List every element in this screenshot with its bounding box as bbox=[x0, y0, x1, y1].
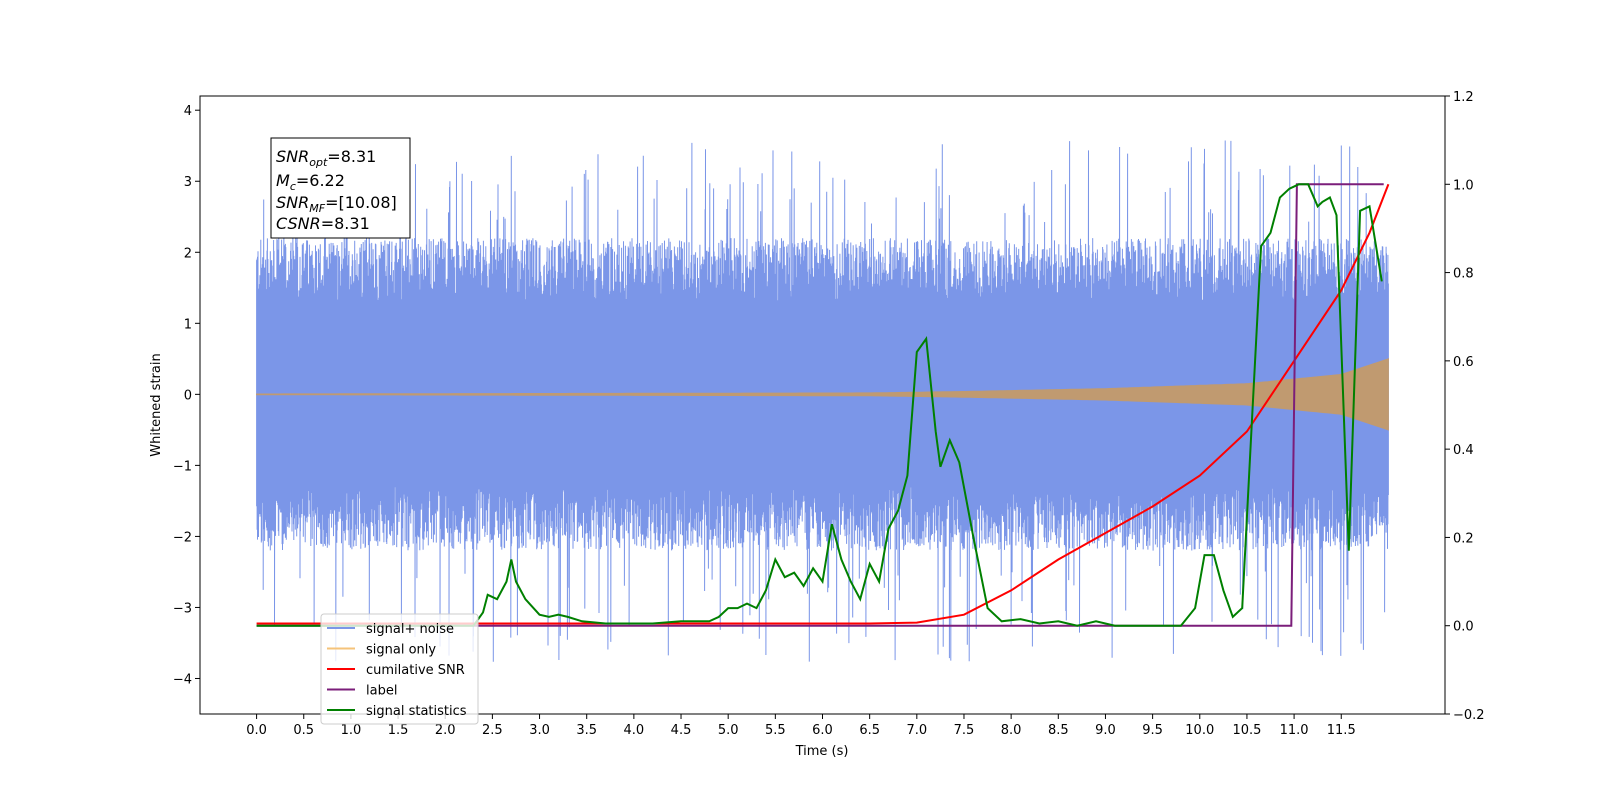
stats-box: SNRopt=8.31 Mc=6.22 SNRMF=[10.08] CSNR=8… bbox=[270, 137, 411, 239]
x-tick-label: 4.0 bbox=[624, 723, 645, 738]
stats-chirp-mass: Mc=6.22 bbox=[276, 171, 345, 193]
y-axis-left: −4 −3 −2 −1 0 1 2 3 4 bbox=[173, 104, 200, 687]
y2-tick-label: −0.2 bbox=[1453, 708, 1485, 723]
x-tick-label: 7.5 bbox=[954, 723, 975, 738]
stats-snr-opt: SNRopt=8.31 bbox=[276, 147, 376, 169]
y-tick-label: 1 bbox=[184, 317, 192, 332]
x-tick-label: 8.5 bbox=[1048, 723, 1069, 738]
series-signal-noise bbox=[256, 140, 1389, 662]
legend-label: label bbox=[366, 684, 397, 699]
x-axis: 0.0 0.5 1.0 1.5 2.0 2.5 3.0 3.5 4.0 4.5 5.0 5.5 6.0 6… bbox=[246, 714, 1356, 738]
x-tick-label: 3.0 bbox=[529, 723, 550, 738]
y-tick-label: 2 bbox=[184, 246, 192, 261]
legend-label: signal only bbox=[366, 643, 436, 658]
y2-tick-label: 0.6 bbox=[1453, 355, 1474, 370]
x-tick-label: 7.0 bbox=[906, 723, 927, 738]
x-tick-label: 2.0 bbox=[435, 723, 456, 738]
series-signal-only bbox=[256, 358, 1389, 431]
x-tick-label: 4.5 bbox=[671, 723, 692, 738]
x-tick-label: 3.5 bbox=[576, 723, 597, 738]
y2-tick-label: 0.0 bbox=[1453, 620, 1474, 635]
x-axis-label: Time (s) bbox=[795, 744, 849, 759]
series-cumilative-snr bbox=[256, 183, 1390, 625]
y-axis-label: Whitened strain bbox=[149, 353, 164, 456]
x-tick-label: 11.5 bbox=[1327, 723, 1356, 738]
y-tick-label: −1 bbox=[173, 459, 192, 474]
legend-label: signal+ noise bbox=[366, 622, 454, 637]
y-axis-right: −0.2 0.0 0.2 0.4 0.6 0.8 1.0 1.2 bbox=[1445, 90, 1485, 723]
x-tick-label: 1.0 bbox=[341, 723, 362, 738]
x-tick-label: 0.0 bbox=[246, 723, 267, 738]
x-tick-label: 10.5 bbox=[1232, 723, 1261, 738]
x-tick-label: 8.0 bbox=[1001, 723, 1022, 738]
x-tick-label: 9.0 bbox=[1095, 723, 1116, 738]
stats-snr-mf: SNRMF=[10.08] bbox=[276, 193, 397, 215]
y-tick-label: 3 bbox=[184, 175, 192, 190]
y-tick-label: −2 bbox=[173, 530, 192, 545]
x-tick-label: 5.0 bbox=[718, 723, 739, 738]
y2-tick-label: 0.4 bbox=[1453, 443, 1474, 458]
series-signal-statistics bbox=[256, 183, 1383, 627]
legend: signal+ noise signal only cumilative SNR la… bbox=[320, 613, 479, 725]
y2-tick-label: 1.0 bbox=[1453, 178, 1474, 193]
stats-csnr: CSNR=8.31 bbox=[276, 214, 370, 233]
y-tick-label: −3 bbox=[173, 601, 192, 616]
signal-envelope bbox=[256, 358, 1389, 431]
y2-tick-label: 1.2 bbox=[1453, 90, 1474, 105]
series-label bbox=[256, 183, 1384, 627]
legend-label: signal statistics bbox=[366, 704, 467, 719]
x-tick-label: 5.5 bbox=[765, 723, 786, 738]
legend-frame bbox=[320, 613, 479, 725]
y-tick-label: 4 bbox=[184, 104, 192, 119]
y-tick-label: 0 bbox=[184, 388, 192, 403]
y-tick-label: −4 bbox=[173, 672, 192, 687]
x-tick-label: 6.5 bbox=[859, 723, 880, 738]
legend-label: cumilative SNR bbox=[366, 663, 465, 678]
x-tick-label: 1.5 bbox=[388, 723, 409, 738]
x-tick-label: 6.0 bbox=[812, 723, 833, 738]
x-tick-label: 10.0 bbox=[1185, 723, 1214, 738]
x-tick-label: 9.5 bbox=[1142, 723, 1163, 738]
x-tick-label: 0.5 bbox=[293, 723, 314, 738]
x-tick-label: 2.5 bbox=[482, 723, 503, 738]
y2-tick-label: 0.8 bbox=[1453, 267, 1474, 282]
x-tick-label: 11.0 bbox=[1280, 723, 1309, 738]
y2-tick-label: 0.2 bbox=[1453, 531, 1474, 546]
noise-trace bbox=[256, 140, 1389, 662]
